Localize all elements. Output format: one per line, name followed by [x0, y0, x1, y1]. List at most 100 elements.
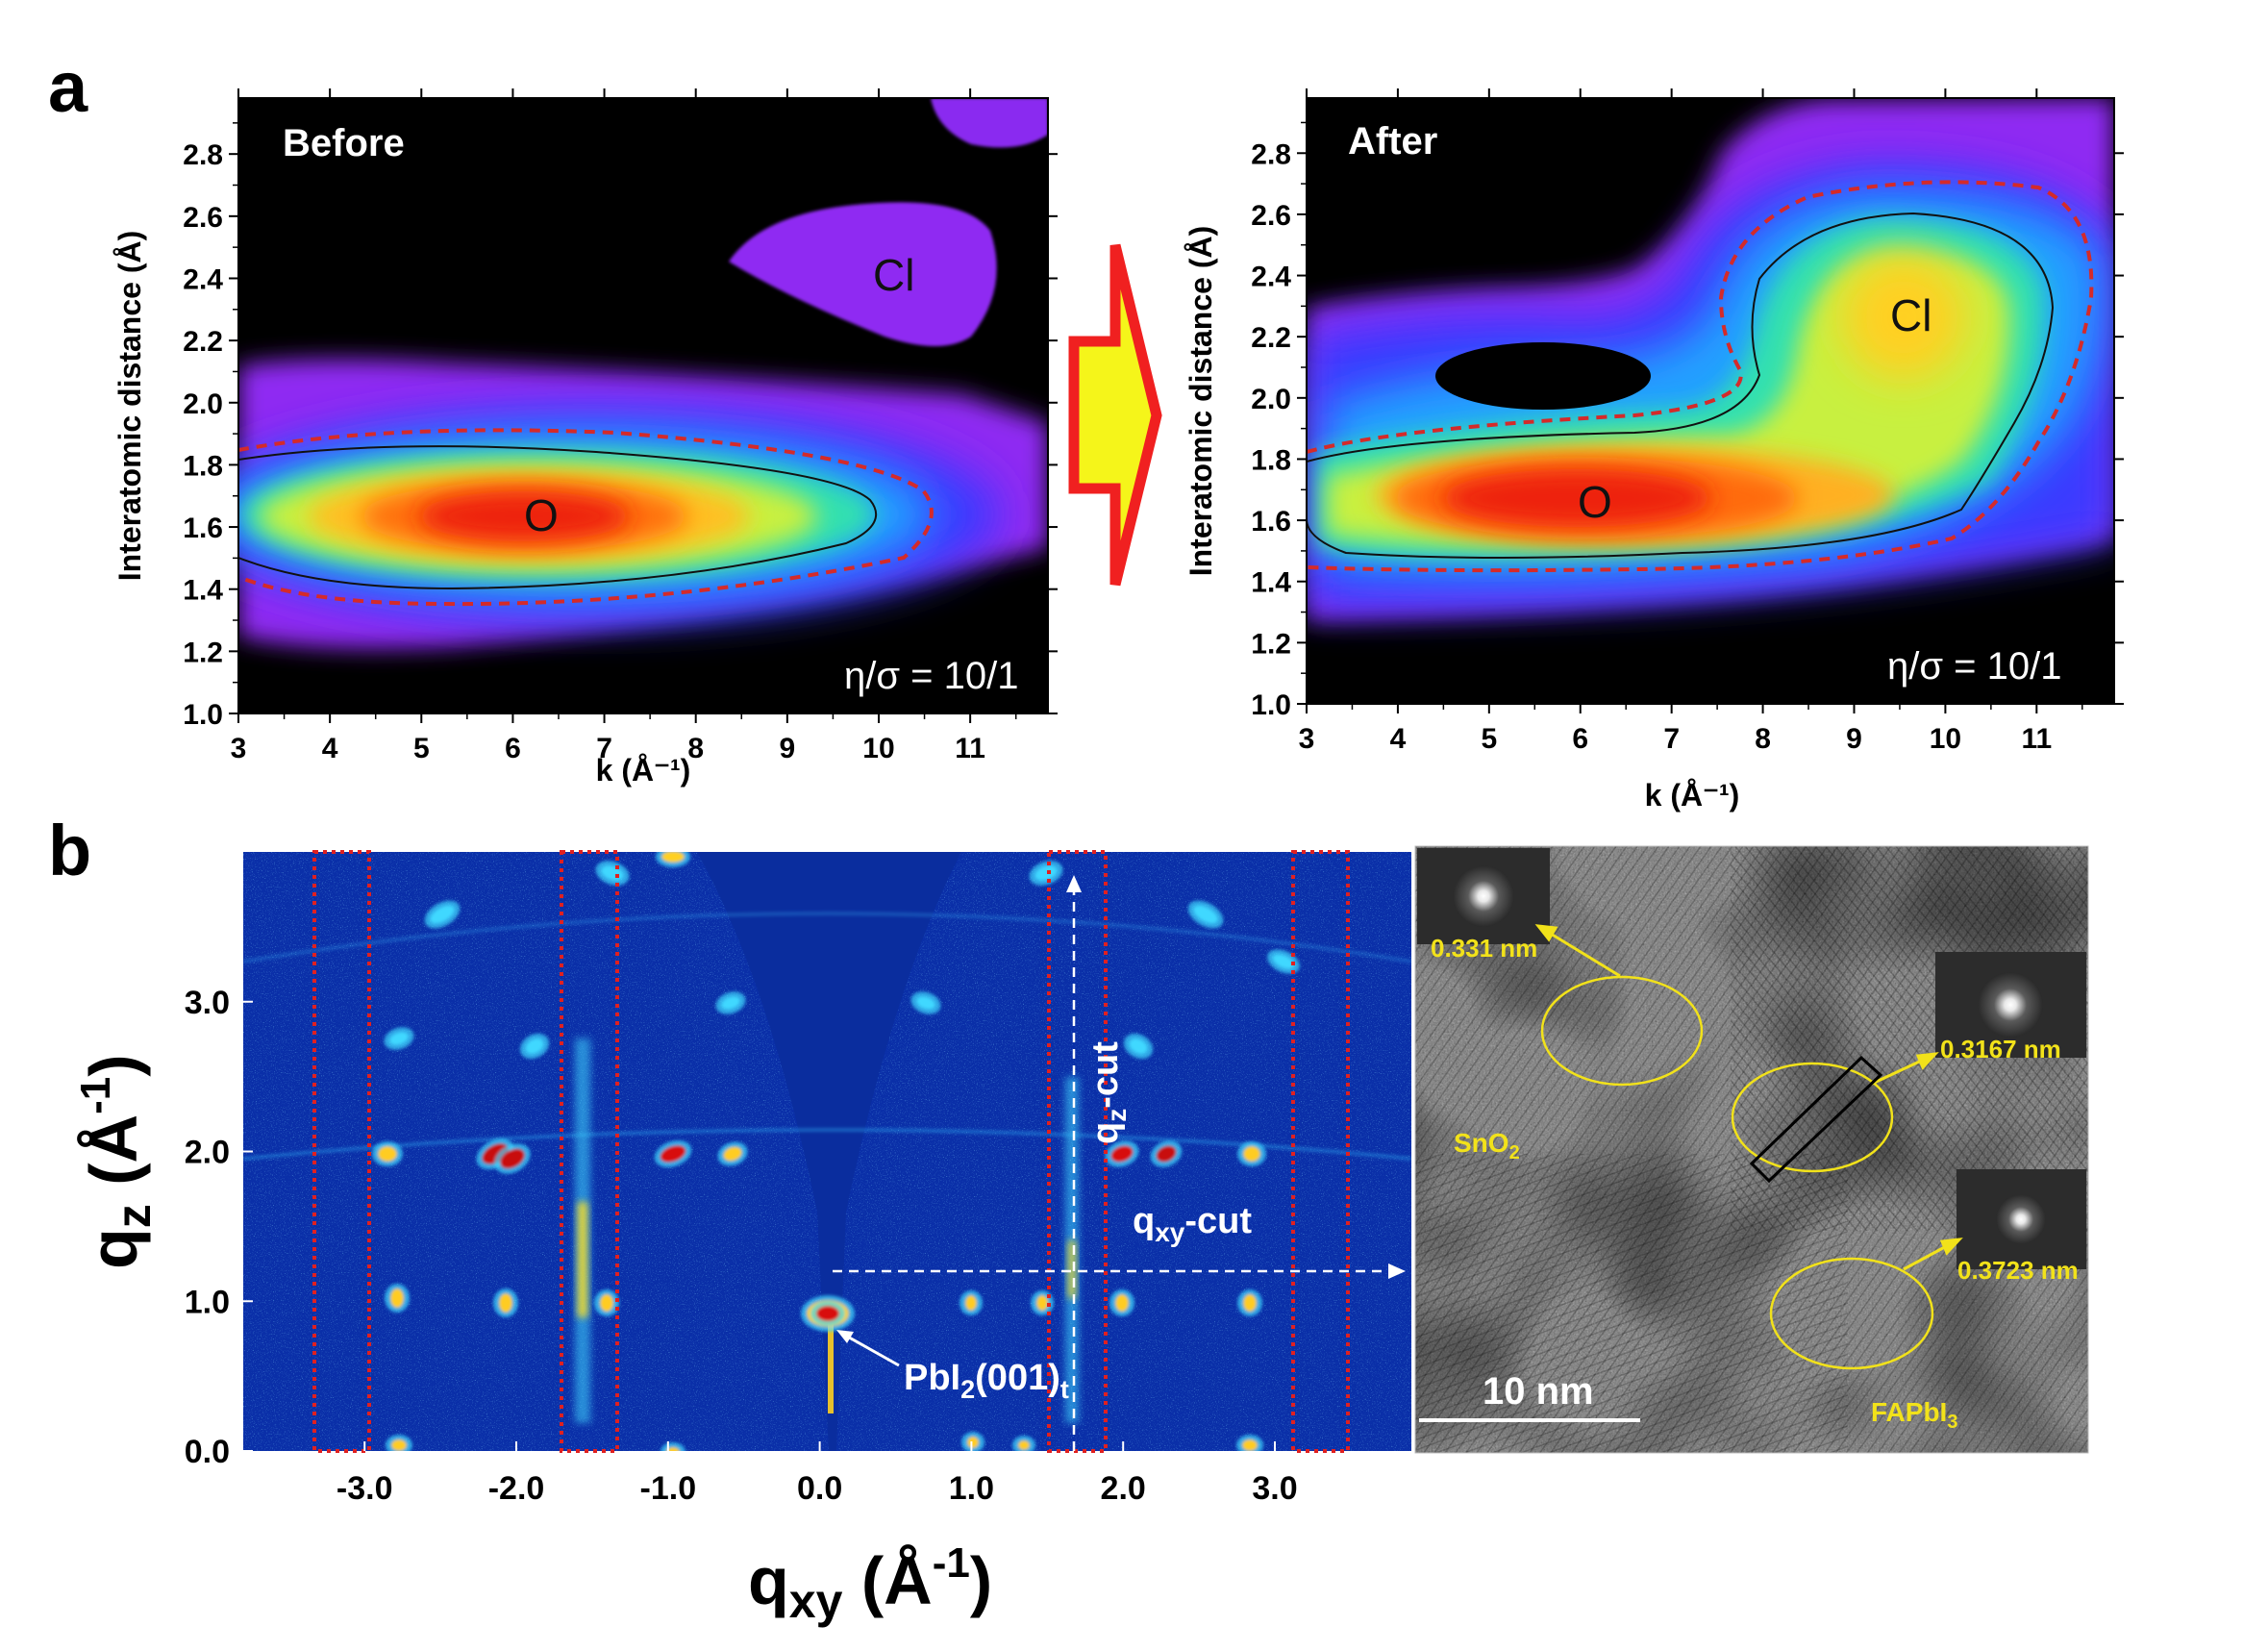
- y-tick-label: 1.0: [1251, 689, 1291, 721]
- before-after-arrow: [1068, 243, 1162, 587]
- diffraction-spot: [600, 1294, 613, 1312]
- diffraction-spot: [1036, 1295, 1048, 1311]
- diffraction-spot: [916, 996, 935, 1010]
- x-tick-label: 9: [1846, 723, 1862, 755]
- y-tick-label: 1.0: [185, 1284, 230, 1320]
- diffraction-spot: [1018, 1440, 1030, 1450]
- qxy-cut-label: qxy-cut: [1133, 1201, 1252, 1247]
- map-before-title: Before: [283, 122, 405, 164]
- diffraction-spot: [967, 1437, 979, 1448]
- diffraction-spot: [660, 1145, 686, 1163]
- qz-cut-label: qz-cut: [1085, 1041, 1132, 1144]
- diffraction-spot: [723, 1146, 742, 1162]
- map-before-axes: 3 4 5 6 7 8 9 10 11 1.0 1.2 1.4 1.6 1.8 2.0 2.2 2.4 2.6 2.…: [112, 88, 1058, 788]
- x-tick-label: 10: [862, 733, 894, 764]
- tem-d-spacing-1: 0.331 nm: [1431, 934, 1537, 963]
- diffraction-spot: [1110, 1145, 1134, 1163]
- x-tick-label: 7: [1663, 723, 1680, 755]
- diffraction-spot: [721, 996, 740, 1010]
- x-tick-label: -2.0: [488, 1470, 545, 1507]
- map-after-axes: 3 4 5 6 7 8 9 10 11 1.0 1.2 1.4 1.6 1.8 2.0 2.2 2.4 2.6 2.…: [1184, 88, 2124, 813]
- x-tick-label: -3.0: [336, 1470, 393, 1507]
- diffraction-spot: [525, 1038, 544, 1054]
- x-axis-title: k (Å⁻¹): [596, 753, 691, 788]
- diffraction-spot: [499, 1293, 512, 1313]
- x-tick-label: 8: [687, 733, 704, 764]
- y-tick-label: 1.4: [1251, 567, 1291, 599]
- y-tick-label: 3.0: [185, 985, 230, 1021]
- y-axis-title: Interatomic distance (Å): [112, 231, 147, 582]
- diffraction-spot: [1156, 1145, 1177, 1163]
- diffraction-spot: [389, 1032, 409, 1045]
- y-tick-label: 1.6: [1251, 506, 1291, 538]
- diffraction-spot: [816, 1306, 839, 1321]
- x-tick-label: 11: [2021, 723, 2052, 755]
- diffraction-spot: [391, 1439, 407, 1451]
- y-tick-label: 2.8: [183, 139, 223, 171]
- y-tick-label: 2.0: [1251, 384, 1291, 415]
- y-tick-label: 2.2: [1251, 322, 1291, 354]
- y-tick-label: 2.8: [1251, 138, 1291, 170]
- x-tick-label: 8: [1755, 723, 1771, 755]
- tem-scale-bar-label: 10 nm: [1483, 1370, 1594, 1413]
- x-tick-label: 5: [1481, 723, 1497, 755]
- tem-d-spacing-2: 0.3167 nm: [1940, 1035, 2061, 1063]
- y-tick-label: 2.0: [183, 388, 223, 420]
- x-tick-label: 6: [505, 733, 521, 764]
- map-after: After O Cl η/σ = 10/1 3 4 5 6 7 8 9 10 11 1.0 1.2 1…: [1184, 88, 2124, 813]
- diffraction-spot: [378, 1146, 397, 1162]
- y-tick-label: 2.4: [183, 263, 223, 295]
- x-tick-label: -1.0: [640, 1470, 697, 1507]
- gixd-x-axis-title: qxy (Å-1): [748, 1539, 992, 1628]
- diffraction-spot: [1115, 1294, 1129, 1312]
- x-tick-label: 4: [1390, 723, 1407, 755]
- diffraction-spot: [500, 1148, 525, 1169]
- map-after-ratio: η/σ = 10/1: [1887, 645, 2061, 688]
- diffraction-spot-halo: [660, 1442, 685, 1451]
- map-before-peak-cl: Cl: [873, 250, 914, 300]
- panel-label-b: b: [48, 811, 91, 890]
- diffraction-spot: [1243, 1294, 1257, 1312]
- diffraction-spot: [666, 1447, 680, 1451]
- y-tick-label: 2.6: [183, 202, 223, 234]
- diffraction-spot: [1034, 865, 1058, 881]
- x-tick-label: 1.0: [949, 1470, 994, 1507]
- x-axis-title: k (Å⁻¹): [1645, 778, 1740, 813]
- x-tick-label: 4: [322, 733, 338, 764]
- map-before-peak-o: O: [524, 490, 559, 540]
- diffraction-spot: [430, 905, 455, 924]
- pbi2-peak-label: PbI2(001)t: [904, 1358, 1069, 1404]
- x-tick-label: 9: [780, 733, 796, 764]
- diffraction-spot: [1129, 1038, 1148, 1054]
- y-tick-label: 1.8: [183, 450, 223, 482]
- y-tick-label: 1.2: [1251, 628, 1291, 660]
- x-tick-label: 3: [231, 733, 247, 764]
- x-tick-label: 7: [596, 733, 612, 764]
- tem-d-spacing-3: 0.3723 nm: [1957, 1256, 2079, 1285]
- y-tick-label: 1.6: [183, 513, 223, 544]
- y-tick-label: 2.0: [185, 1135, 230, 1171]
- y-tick-label: 2.6: [1251, 200, 1291, 232]
- gixd-y-axis-title: qz (Å-1): [72, 1054, 161, 1269]
- diffraction-spot: [661, 852, 685, 863]
- diffraction-spot: [965, 1295, 977, 1311]
- x-tick-label: 11: [955, 733, 985, 764]
- y-tick-label: 0.0: [185, 1434, 230, 1470]
- map-before: Before O Cl η/σ = 10/1 3 4 5 6 7 8 9 10 11 1.0 1.2…: [112, 88, 1058, 788]
- panel-label-a: a: [48, 47, 88, 127]
- map-before-ratio: η/σ = 10/1: [844, 655, 1018, 697]
- y-tick-label: 2.4: [1251, 262, 1291, 293]
- gixd-pattern: qz-cut qxy-cut PbI2(001)t -3.0 -2.0 -1.0 0.…: [72, 850, 1411, 1628]
- x-tick-label: 6: [1572, 723, 1588, 755]
- tem-image: 10 nm 0.331 nm 0.3167 nm 0.3723 nm SnO2 …: [1414, 845, 2089, 1454]
- x-tick-label: 0.0: [797, 1470, 842, 1507]
- map-after-title: After: [1348, 120, 1437, 163]
- map-after-peak-o: O: [1578, 477, 1612, 527]
- x-tick-label: 3.0: [1252, 1470, 1297, 1507]
- diffraction-spot: [1193, 905, 1218, 924]
- tem-fapbi3-label: FAPbI3: [1871, 1397, 1957, 1433]
- y-tick-label: 2.2: [183, 326, 223, 358]
- y-tick-label: 1.8: [1251, 444, 1291, 476]
- x-tick-label: 10: [1930, 723, 1961, 755]
